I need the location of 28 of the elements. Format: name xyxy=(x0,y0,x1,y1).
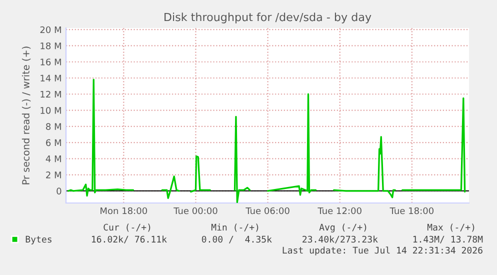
text: Last update: Tue Jul 14 22:31:34 2026 xyxy=(282,246,482,256)
text: 23.40k/273.23k xyxy=(302,236,378,244)
text: Cur (-/+) xyxy=(104,224,150,232)
y-tick-label: 4 M xyxy=(46,155,61,162)
y-tick-label: 2 M xyxy=(46,172,61,178)
chart-title: Disk throughput for /dev/sda - by day xyxy=(164,12,372,24)
x-tick-label: Tue 06:00 xyxy=(246,207,290,214)
text: Min (-/+) xyxy=(211,224,258,232)
y-tick-label: 6 M xyxy=(46,139,61,146)
text: Avg (-/+) xyxy=(319,224,366,232)
y-tick-label: 8 M xyxy=(46,123,61,130)
y-tick-label: 20 M xyxy=(40,26,61,34)
y-tick-label: 18 M xyxy=(40,42,61,50)
y-tick-label: 16 M xyxy=(40,58,61,66)
y-tick-label: 14 M xyxy=(40,74,61,82)
text: 0.00 / 4.35k xyxy=(202,236,272,244)
x-tick-label: Tue 18:00 xyxy=(390,207,434,214)
x-tick-label: Tue 00:00 xyxy=(174,207,218,214)
y-tick-label: 10 M xyxy=(40,106,61,114)
y-tick-label: 0 xyxy=(56,188,62,194)
y-axis-title: Pr second read (-) / write (+) xyxy=(22,46,31,184)
y-tick-label: 12 M xyxy=(40,90,61,98)
text: 16.02k/ 76.11k xyxy=(92,236,167,244)
legend-label: Bytes xyxy=(26,236,52,244)
text: 1.43M/ 13.78M xyxy=(413,236,483,244)
x-tick-label: Tue 12:00 xyxy=(318,207,362,214)
text: Max (-/+) xyxy=(427,224,474,232)
x-tick-label: Mon 18:00 xyxy=(100,207,148,214)
